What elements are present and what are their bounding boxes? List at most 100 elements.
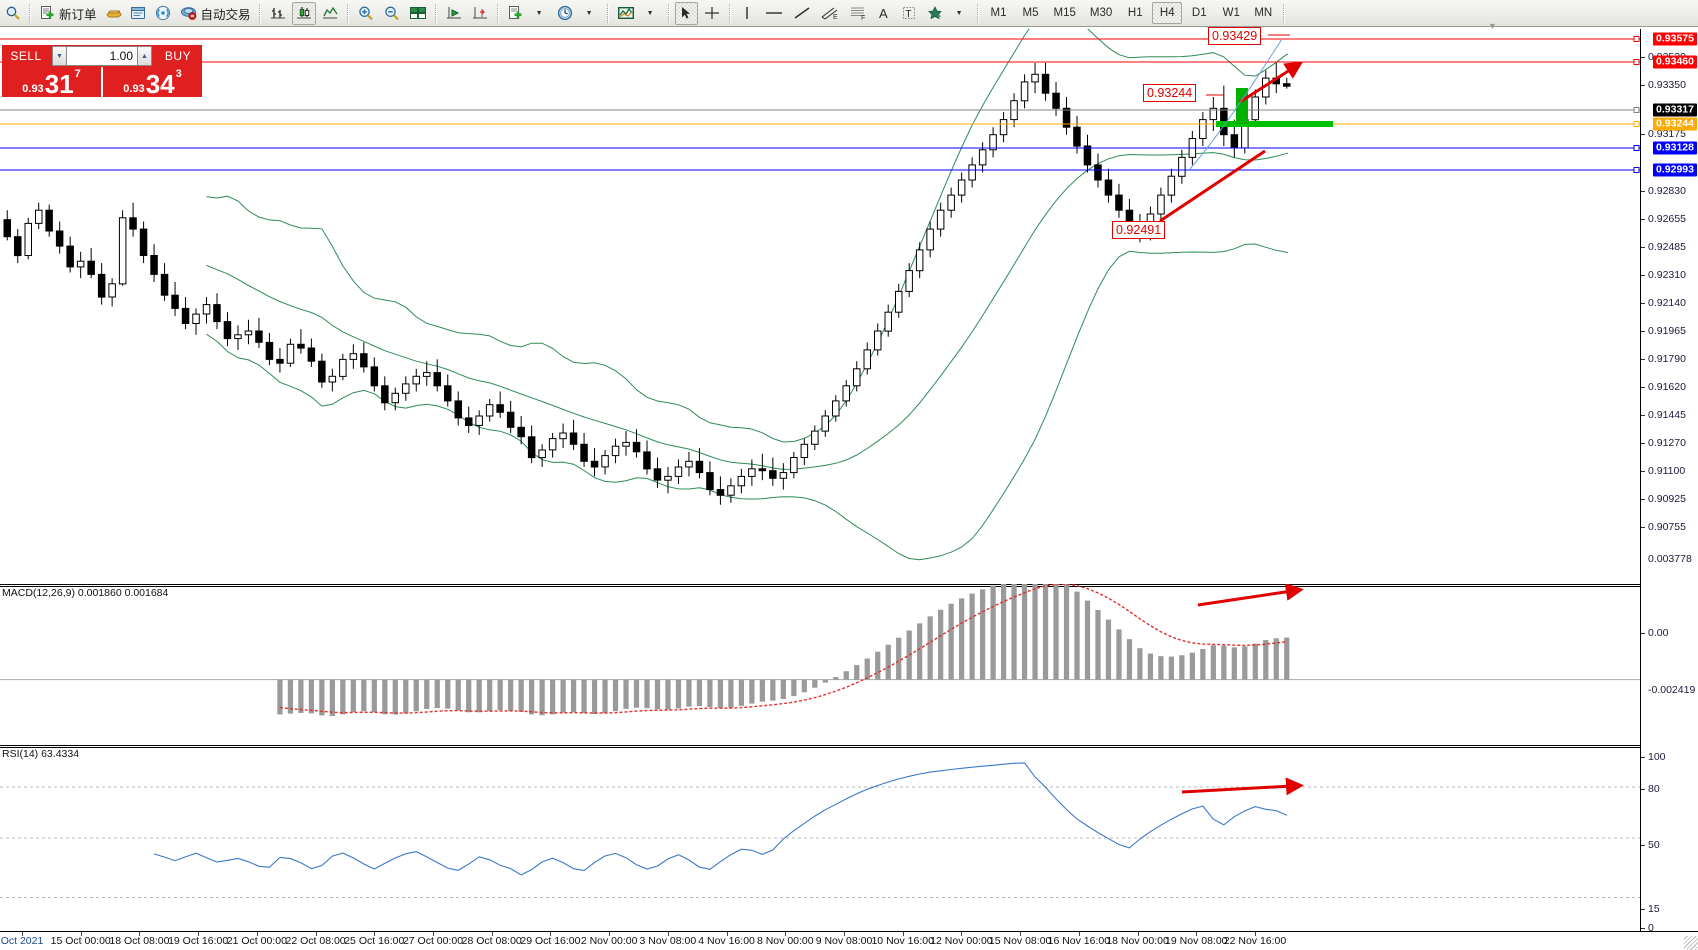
toolbar-separator-10 [1283,3,1286,23]
time-tick-mark [550,932,552,936]
window-resize-grip[interactable] [1684,936,1698,950]
time-tick-mark [961,932,963,936]
bar-chart-icon[interactable] [266,2,290,25]
auto-scroll-icon[interactable] [442,2,466,25]
price-level-label[interactable]: 0.93317 [1653,103,1697,117]
macd-tick-mark [1641,633,1645,634]
signal-icon[interactable] [152,2,175,25]
time-scale[interactable]: Oct 2021 15 Oct 00:00 18 Oct 08:00 19 Oct 1… [0,931,1698,950]
time-tick-label: 3 Nov 08:00 [639,935,697,947]
period-dropdown-arrow[interactable]: ▼ [585,9,593,17]
horizontal-line-icon[interactable] [761,2,787,25]
price-level-label[interactable]: 0.93460 [1653,55,1697,69]
objects-icon[interactable] [923,2,947,25]
zoom-out-icon[interactable] [380,2,404,25]
price-level-label[interactable]: 0.93244 [1653,117,1697,131]
macd-pane-divider [0,584,1640,585]
price-tick-mark [1641,471,1645,472]
price-tick-label: 0.91965 [1648,325,1686,337]
vertical-line-icon[interactable] [736,2,759,25]
target-callout-mid[interactable]: 0.93244 [1143,84,1197,102]
timeframe-h1[interactable]: H1 [1127,7,1143,19]
volume-up-button[interactable]: ▲ [137,46,152,66]
volume-input[interactable]: 1.00 [67,46,137,66]
volume-stepper[interactable]: ▼ 1.00 ▲ [50,45,154,67]
gold-bar-icon[interactable] [102,2,125,25]
cursor-icon[interactable] [674,1,698,25]
toolbar-separator-6 [606,3,609,23]
rsi-tick-label: 50 [1648,839,1660,851]
auto-trading-button[interactable]: 自动交易 [177,2,254,25]
magnifier-icon[interactable] [1,2,24,25]
time-tick-label: 10 Nov 16:00 [871,935,934,947]
template-icon[interactable] [504,2,527,25]
tile-windows-icon[interactable] [406,2,430,25]
toolbar-separator-9 [976,3,979,23]
objects-dropdown-arrow[interactable]: ▼ [955,9,963,17]
rsi-tick-label: 80 [1648,783,1660,795]
timeframe-d1[interactable]: D1 [1191,7,1207,19]
macd-pane[interactable] [0,584,1640,745]
volume-down-button[interactable]: ▼ [52,46,67,66]
toolbar-separator-3 [346,3,349,23]
time-tick-label: 15 Nov 08:00 [988,935,1052,947]
rsi-pane[interactable] [0,745,1640,931]
terminal-window-icon[interactable] [127,2,150,25]
trendline-icon[interactable] [789,2,815,25]
chart-shift-icon[interactable] [468,2,492,25]
fibonacci-icon[interactable]: F [845,2,871,25]
one-click-trading-panel[interactable]: SELL ▼ 1.00 ▲ BUY 0.93 31 7 0.93 34 3 [2,45,202,97]
indicators-dropdown-arrow[interactable]: ▼ [646,9,654,17]
period-clock-icon[interactable] [554,2,577,25]
sell-button[interactable]: SELL [2,45,50,67]
buy-button[interactable]: BUY [154,45,202,67]
ask-price-big: 34 [145,69,175,97]
timeframe-mn[interactable]: MN [1254,7,1273,19]
candlestick-chart-icon[interactable] [291,1,316,25]
price-level-label[interactable]: 0.92993 [1653,163,1697,177]
time-tick-label: 12 Nov 00:00 [930,935,993,947]
price-scale[interactable]: 0.935200.933500.931750.928300.926550.924… [1640,29,1698,934]
rsi-title: RSI(14) 63.4334 [2,748,80,760]
timeframe-w1[interactable]: W1 [1222,7,1240,19]
time-tick-label: 28 Oct 08:00 [461,935,522,947]
timeframe-m15[interactable]: M15 [1053,7,1076,19]
entry-callout-lower[interactable]: 0.92491 [1112,221,1166,239]
template-dropdown-arrow[interactable]: ▼ [535,9,543,17]
crosshair-icon[interactable] [700,2,724,25]
svg-text:A: A [879,6,888,21]
price-chart-canvas[interactable] [0,29,1640,584]
new-order-label: 新订单 [59,7,97,22]
price-level-label[interactable]: 0.93128 [1653,141,1697,155]
price-tick-mark [1641,134,1645,135]
rsi-canvas[interactable] [0,745,1640,931]
price-level-label[interactable]: 0.93575 [1653,32,1697,46]
line-chart-icon[interactable] [318,2,342,25]
timeframe-m1[interactable]: M1 [990,7,1007,19]
equidistant-channel-icon[interactable]: E [817,2,843,25]
ask-price-display[interactable]: 0.93 34 3 [101,67,202,97]
time-tick-mark [256,932,258,936]
timeframe-m30[interactable]: M30 [1089,7,1113,19]
timeframe-h4[interactable]: H4 [1152,2,1183,24]
zoom-in-icon[interactable] [354,2,378,25]
text-label-icon[interactable]: T [898,2,921,25]
price-chart-pane[interactable] [0,29,1640,584]
indicators-icon[interactable] [614,2,638,25]
time-tick-label: 25 Oct 16:00 [344,935,405,947]
price-tick-label: 0.90925 [1648,493,1686,505]
new-order-button[interactable]: 新订单 [36,2,100,25]
time-tick-mark [1078,932,1080,936]
time-tick-mark [609,932,611,936]
text-icon[interactable]: A [873,2,896,25]
macd-canvas[interactable] [0,584,1640,745]
timeframe-m5[interactable]: M5 [1022,7,1039,19]
price-tick-label: 0.91620 [1648,381,1686,393]
time-tick-label: 29 Oct 16:00 [520,935,581,947]
macd-tick-label: 0.00 [1648,627,1669,639]
price-tick-label: 0.91270 [1648,437,1686,449]
time-tick-mark [785,932,787,936]
target-callout-upper[interactable]: 0.93429 [1208,27,1262,45]
price-tick-mark [1641,387,1645,388]
bid-price-display[interactable]: 0.93 31 7 [2,67,101,97]
